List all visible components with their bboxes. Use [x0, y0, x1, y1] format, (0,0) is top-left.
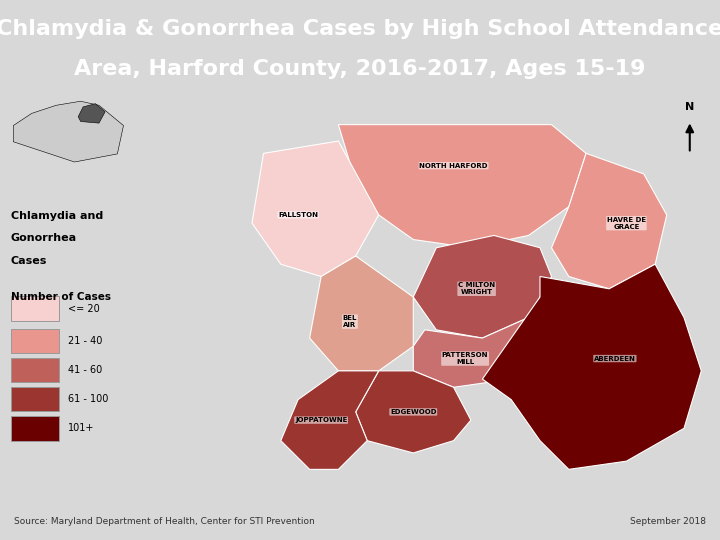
Text: N: N [685, 102, 694, 112]
Polygon shape [252, 141, 379, 276]
Text: 41 - 60: 41 - 60 [68, 365, 103, 375]
FancyBboxPatch shape [11, 329, 59, 353]
Text: BEL
AIR: BEL AIR [343, 315, 357, 328]
Text: Chlamydia and: Chlamydia and [11, 211, 103, 221]
Text: <= 20: <= 20 [68, 303, 100, 314]
FancyBboxPatch shape [11, 387, 59, 411]
Text: EDGEWOOD: EDGEWOOD [390, 409, 436, 415]
Text: Gonorrhea: Gonorrhea [11, 233, 77, 244]
Polygon shape [356, 371, 471, 453]
Polygon shape [14, 102, 124, 162]
Text: Chlamydia & Gonorrhea Cases by High School Attendance: Chlamydia & Gonorrhea Cases by High Scho… [0, 19, 720, 39]
Polygon shape [413, 318, 540, 387]
Text: NORTH HARFORD: NORTH HARFORD [419, 163, 488, 168]
Polygon shape [552, 153, 667, 289]
Polygon shape [281, 371, 379, 469]
Text: 101+: 101+ [68, 423, 95, 434]
FancyBboxPatch shape [11, 296, 59, 321]
Text: C MILTON
WRIGHT: C MILTON WRIGHT [458, 282, 495, 295]
Polygon shape [482, 264, 701, 469]
Polygon shape [310, 256, 413, 371]
Text: Source: Maryland Department of Health, Center for STI Prevention: Source: Maryland Department of Health, C… [14, 517, 315, 525]
Text: Number of Cases: Number of Cases [11, 292, 111, 302]
Text: Area, Harford County, 2016-2017, Ages 15-19: Area, Harford County, 2016-2017, Ages 15… [74, 59, 646, 79]
Text: 61 - 100: 61 - 100 [68, 394, 109, 404]
Text: JOPPATOWNE: JOPPATOWNE [295, 417, 347, 423]
Text: September 2018: September 2018 [629, 517, 706, 525]
Text: FALLSTON: FALLSTON [278, 212, 318, 218]
Text: Cases: Cases [11, 256, 48, 266]
Text: 21 - 40: 21 - 40 [68, 336, 103, 346]
FancyBboxPatch shape [11, 358, 59, 382]
Polygon shape [413, 235, 552, 338]
Polygon shape [78, 104, 105, 123]
Text: ABERDEEN: ABERDEEN [594, 355, 636, 362]
Text: HAVRE DE
GRACE: HAVRE DE GRACE [607, 217, 646, 230]
Polygon shape [338, 125, 586, 248]
FancyBboxPatch shape [11, 416, 59, 441]
Text: PATTERSON
MILL: PATTERSON MILL [442, 352, 488, 365]
